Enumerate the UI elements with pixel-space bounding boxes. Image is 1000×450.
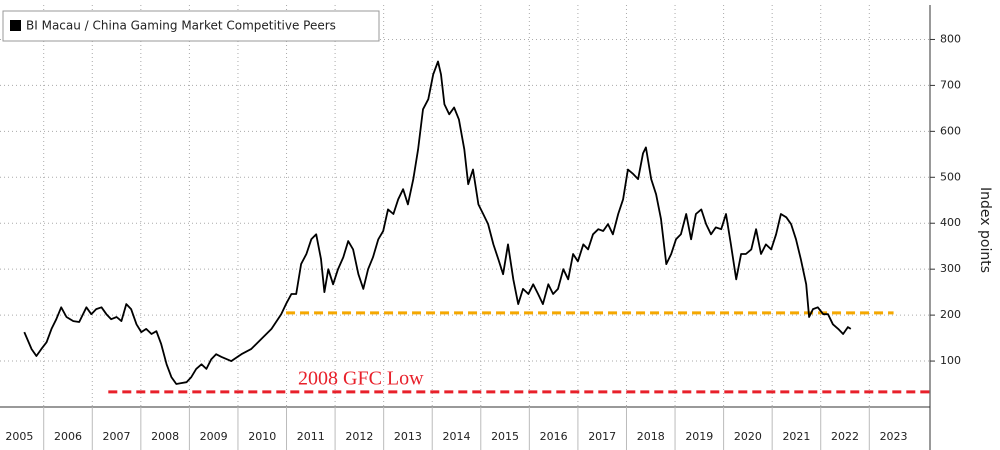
- y-tick-label: 600: [940, 124, 961, 137]
- x-tick-label: 2015: [491, 430, 519, 443]
- y-tick-label: 100: [940, 354, 961, 367]
- x-tick-label: 2017: [588, 430, 616, 443]
- legend-label: BI Macau / China Gaming Market Competiti…: [26, 19, 336, 33]
- legend-box: [2, 10, 380, 42]
- y-tick-label: 800: [940, 32, 961, 45]
- x-tick-label: 2019: [685, 430, 713, 443]
- x-tick-label: 2012: [345, 430, 373, 443]
- y-tick-label: 500: [940, 170, 961, 183]
- x-tick-label: 2022: [831, 430, 859, 443]
- x-tick-label: 2020: [734, 430, 762, 443]
- x-tick-label: 2008: [151, 430, 179, 443]
- series-line: [23, 60, 852, 385]
- x-tick-label: 2010: [248, 430, 276, 443]
- y-tick-label: 300: [940, 262, 961, 275]
- legend: BI Macau / China Gaming Market Competiti…: [2, 10, 380, 42]
- annotation: 2008 GFC Low: [298, 368, 424, 390]
- x-tick-label: 2011: [297, 430, 325, 443]
- x-tick-label: 2013: [394, 430, 422, 443]
- x-tick-label: 2023: [880, 430, 908, 443]
- x-tick-label: 2007: [103, 430, 131, 443]
- x-tick-label: 2005: [5, 430, 33, 443]
- legend-swatch: [10, 20, 21, 31]
- y-axis-label: Index points: [977, 187, 993, 273]
- x-tick-label: 2009: [200, 430, 228, 443]
- plot: [23, 60, 930, 394]
- x-tick-label: 2006: [54, 430, 82, 443]
- x-tick-label: 2014: [443, 430, 471, 443]
- x-tick-label: 2021: [782, 430, 810, 443]
- grid: [0, 5, 930, 407]
- y-tick-label: 400: [940, 216, 961, 229]
- y-tick-label: 200: [940, 308, 961, 321]
- x-tick-label: 2018: [637, 430, 665, 443]
- y-tick-label: 700: [940, 78, 961, 91]
- x-tick-label: 2016: [540, 430, 568, 443]
